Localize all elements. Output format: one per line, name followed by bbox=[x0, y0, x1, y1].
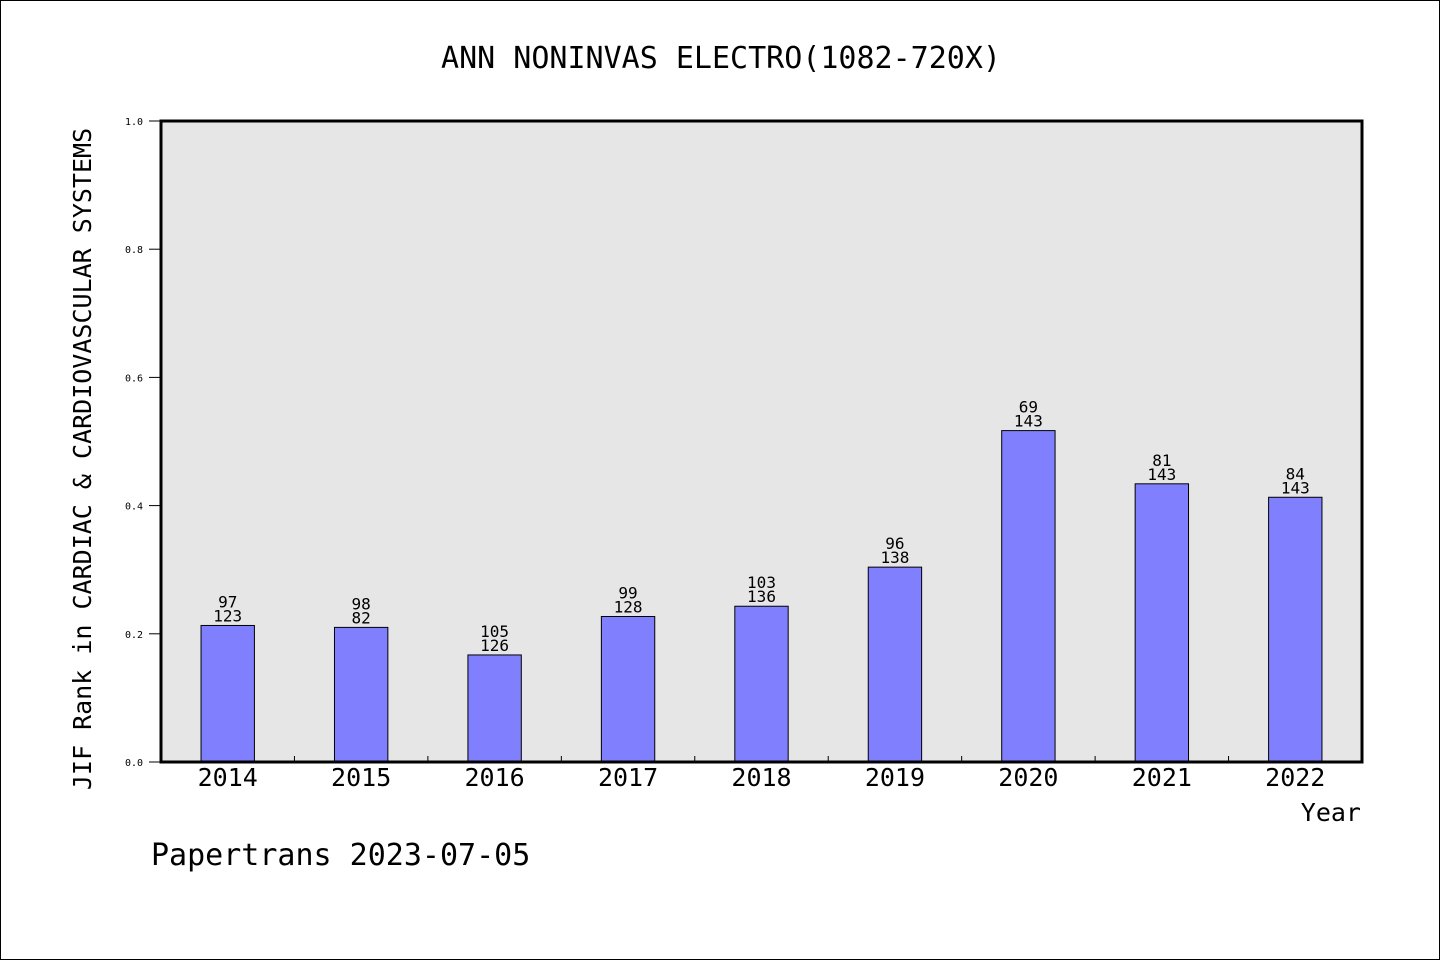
bar-total-label-2015: 82 bbox=[352, 608, 371, 627]
bar-rank-label-2018: 103 bbox=[747, 573, 776, 592]
bar-rank-label-2020: 69 bbox=[1019, 398, 1038, 417]
bar-2022 bbox=[1268, 496, 1323, 763]
bar-2019 bbox=[867, 566, 923, 763]
bar-2016 bbox=[467, 654, 522, 763]
y-tick-label: 0.4 bbox=[125, 502, 143, 513]
plot-border bbox=[159, 119, 1364, 764]
bar-total-label-2016: 126 bbox=[480, 636, 509, 655]
y-tick-label: 0.8 bbox=[125, 245, 143, 256]
x-tick-label-2017: 2017 bbox=[598, 763, 658, 792]
chart-title: ANN NONINVAS ELECTRO(1082-720X) bbox=[441, 41, 1001, 76]
bar-rank-label-2017: 99 bbox=[618, 583, 637, 602]
x-ticks-group: 2014 2015 2016 2017 2018 2019 2020 2021 2022 bbox=[198, 756, 1325, 792]
x-tick-label-2022: 2022 bbox=[1265, 763, 1325, 792]
y-tick-label: 1.0 bbox=[125, 117, 143, 128]
bar-2014 bbox=[200, 624, 255, 763]
x-tick-label-2015: 2015 bbox=[331, 763, 391, 792]
bar-rank-label-2021: 81 bbox=[1152, 451, 1171, 470]
bar-rank-label-2016: 105 bbox=[480, 622, 509, 641]
bar-rank-label-2019: 96 bbox=[885, 534, 904, 553]
bar-total-label-2021: 143 bbox=[1147, 465, 1176, 484]
bar-total-label-2020: 143 bbox=[1014, 412, 1043, 431]
bar-total-label-2022: 143 bbox=[1281, 478, 1310, 497]
y-tick-label: 0.0 bbox=[125, 758, 143, 769]
x-axis-label: Year bbox=[1301, 798, 1361, 827]
y-tick-label: 0.6 bbox=[125, 373, 143, 384]
bar-2018 bbox=[734, 605, 789, 763]
x-tick-label-2018: 2018 bbox=[731, 763, 791, 792]
x-tick-label-2014: 2014 bbox=[198, 763, 258, 792]
bar-2020 bbox=[1001, 430, 1056, 763]
bars-group: 9712398821051269912810313696138691438114… bbox=[200, 398, 1323, 763]
bar-total-label-2018: 136 bbox=[747, 587, 776, 606]
x-tick-label-2019: 2019 bbox=[865, 763, 925, 792]
x-tick-label-2021: 2021 bbox=[1132, 763, 1192, 792]
y-ticks-group: 0.0 0.2 0.4 0.6 0.8 1.0 bbox=[125, 117, 161, 769]
bar-rank-label-2022: 84 bbox=[1286, 464, 1305, 483]
bar-total-label-2014: 123 bbox=[213, 606, 242, 625]
y-axis-label: JIF Rank in CARDIAC & CARDIOVASCULAR SYS… bbox=[68, 128, 97, 790]
y-tick-label: 0.2 bbox=[125, 630, 143, 641]
footer-text: Papertrans 2023-07-05 bbox=[151, 838, 530, 873]
bar-total-label-2019: 138 bbox=[880, 548, 909, 567]
bar-rank-label-2014: 97 bbox=[218, 592, 237, 611]
bar-rank-label-2015: 98 bbox=[352, 594, 371, 613]
bar-2021 bbox=[1134, 483, 1190, 763]
x-tick-label-2020: 2020 bbox=[998, 763, 1058, 792]
bar-2015 bbox=[333, 626, 389, 763]
x-tick-label-2016: 2016 bbox=[465, 763, 525, 792]
bar-total-label-2017: 128 bbox=[614, 597, 643, 616]
bar-2017 bbox=[600, 615, 656, 763]
